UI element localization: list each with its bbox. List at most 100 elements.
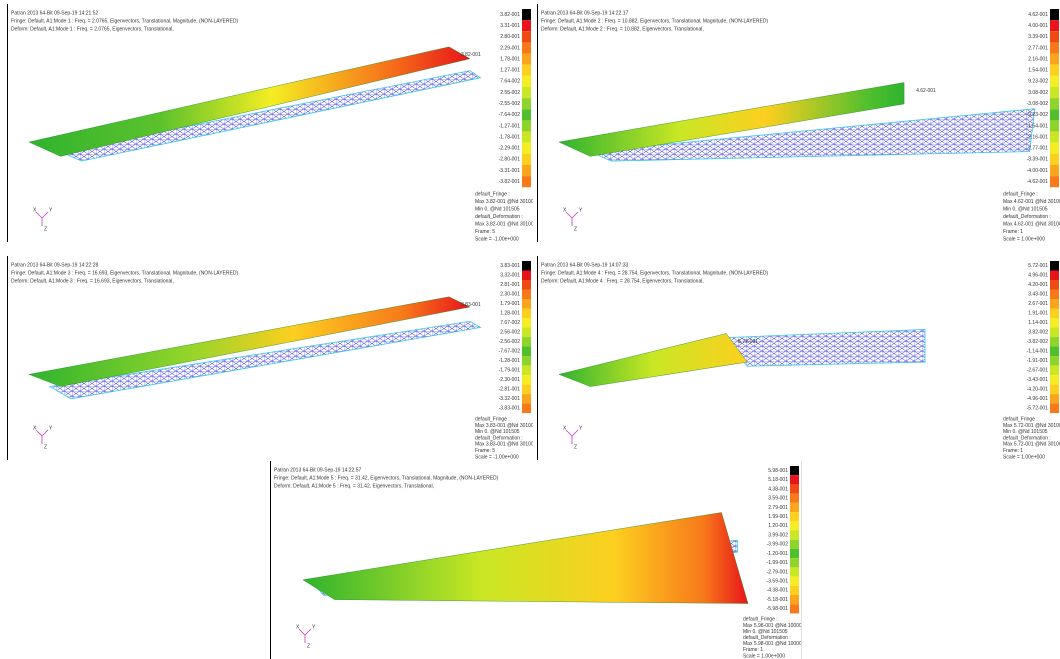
legend-value: -4.62-001 — [1027, 179, 1049, 185]
legend-value: 3.82-002 — [1028, 330, 1048, 336]
legend-value: -4.38-001 — [767, 588, 789, 594]
legend-band — [1050, 31, 1059, 42]
legend-value: 3.43-001 — [1028, 292, 1048, 298]
legend-value: -9.23-002 — [1027, 112, 1049, 118]
legend-value: 4.38-001 — [768, 486, 788, 492]
legend-value: -3.39-001 — [1027, 157, 1049, 163]
legend-band — [790, 484, 799, 493]
legend-band — [1050, 356, 1059, 366]
info-line: Min 0. @Nd 101505 — [1003, 207, 1048, 213]
legend-top — [522, 9, 531, 20]
triad-label: Z — [44, 226, 47, 232]
info-line: Max 3.82-001 @Nd 301003 — [475, 221, 533, 227]
legend-value: 5.18-001 — [768, 477, 788, 483]
legend-value: -3.82-002 — [1027, 339, 1049, 345]
triad-label: Y — [579, 425, 583, 431]
legend-value: -3.43-001 — [1027, 377, 1049, 383]
info-line: Max 3.83-001 @Nd 301003 — [475, 442, 533, 448]
legend-band — [522, 65, 531, 76]
legend-value: -1.27-001 — [499, 123, 521, 129]
legend-value: 3.32-001 — [500, 273, 520, 279]
legend-band — [522, 404, 531, 414]
legend-value: -3.82-001 — [499, 179, 521, 185]
legend-band — [522, 318, 531, 328]
legend-band — [790, 512, 799, 521]
legend-band — [522, 309, 531, 319]
legend-value: 4.00-001 — [1028, 23, 1048, 29]
legend-band — [1050, 176, 1059, 187]
legend-band — [1050, 290, 1059, 300]
triad — [566, 212, 578, 226]
info-line: default_Fringe : — [1003, 192, 1038, 198]
mesh — [61, 71, 481, 161]
legend-band — [522, 280, 531, 290]
legend-value: -1.91-001 — [1027, 358, 1049, 364]
legend-band — [1050, 76, 1059, 87]
legend-band — [522, 328, 531, 338]
header-line: Patran 2013 64-Bit 09-Sep-19 14:22:28 — [11, 262, 99, 268]
legend-value: 9.23-002 — [1028, 79, 1048, 85]
header-line: Fringe: Default, A1:Mode 4 : Freq. = 28.… — [541, 270, 768, 276]
legend-band — [1050, 98, 1059, 109]
info-line: Frame: 5 — [475, 448, 495, 454]
info-line: Min 0. @Nd 101505 — [743, 629, 788, 635]
legend-value: 1.54-001 — [1028, 68, 1048, 74]
info-line: default_Deformation : — [1003, 435, 1051, 441]
legend-band — [522, 356, 531, 366]
info-line: Max 3.82-001 @Nd 301003 — [475, 199, 533, 205]
max-label: 3.82-001 — [461, 52, 481, 58]
legend-band — [522, 154, 531, 165]
header-line: Fringe: Default, A1:Mode 2 : Freq. = 10.… — [541, 18, 768, 24]
legend-band — [1050, 165, 1059, 176]
legend-value: 4.20-001 — [1028, 282, 1048, 288]
triad-label: Z — [574, 444, 577, 450]
legend-band — [1050, 394, 1059, 404]
info-line: default_Fringe : — [1003, 417, 1038, 423]
legend-band — [1050, 337, 1059, 347]
legend-band — [1050, 20, 1059, 31]
legend-value: 2.30-001 — [500, 292, 520, 298]
legend-band — [790, 503, 799, 512]
legend-value: 3.08-002 — [1028, 90, 1048, 96]
legend-value: -3.31-001 — [499, 168, 521, 174]
legend-band — [522, 87, 531, 98]
legend-band — [522, 98, 531, 109]
legend-value: -1.54-001 — [1027, 123, 1049, 129]
info-line: default_Deformation : — [743, 635, 791, 641]
legend-value: 3.82-001 — [500, 12, 520, 18]
header-line: Deform: Default, A1:Mode 1 : Freq. = 2.0… — [11, 26, 174, 32]
legend-band — [522, 42, 531, 53]
legend-band — [522, 54, 531, 65]
legend-value: -1.20-001 — [767, 551, 789, 557]
legend-value: 5.98-001 — [768, 468, 788, 474]
legend-value: 1.27-001 — [500, 68, 520, 74]
legend-band — [522, 375, 531, 385]
panel: Patran 2013 64-Bit 09-Sep-19 14:22:28Fri… — [7, 256, 533, 460]
legend-band — [522, 337, 531, 347]
legend-band — [522, 290, 531, 300]
info-line: default_Fringe : — [475, 192, 510, 198]
legend-value: -1.28-001 — [499, 358, 521, 364]
info-line: Max 5.98-001 @Nd 100003 — [743, 641, 801, 647]
header-line: Fringe: Default, A1:Mode 1 : Freq. = 2.0… — [11, 18, 238, 24]
legend-value: 2.80-001 — [500, 34, 520, 40]
legend-band — [1050, 309, 1059, 319]
page: Patran 2013 64-Bit 09-Sep-19 14:21:52Fri… — [0, 0, 1060, 659]
legend-band — [522, 366, 531, 376]
legend-value: -7.64-002 — [499, 112, 521, 118]
info-line: Scale = 1.00e+000 — [1003, 454, 1045, 460]
triad-label: Y — [49, 207, 53, 213]
fringe-surface — [29, 297, 470, 387]
legend-value: 2.77-001 — [1028, 45, 1048, 51]
legend-top — [1050, 261, 1059, 271]
triad-label: Z — [574, 226, 577, 232]
legend-top — [790, 466, 799, 475]
legend-band — [1050, 328, 1059, 338]
legend-value: 3.59-001 — [768, 496, 788, 502]
legend-band — [790, 521, 799, 530]
info-line: Max 5.72-001 @Nd 301001 — [1003, 442, 1060, 448]
legend-value: -1.79-001 — [499, 368, 521, 374]
legend-band — [1050, 143, 1059, 154]
legend-value: -2.77-001 — [1027, 146, 1049, 152]
